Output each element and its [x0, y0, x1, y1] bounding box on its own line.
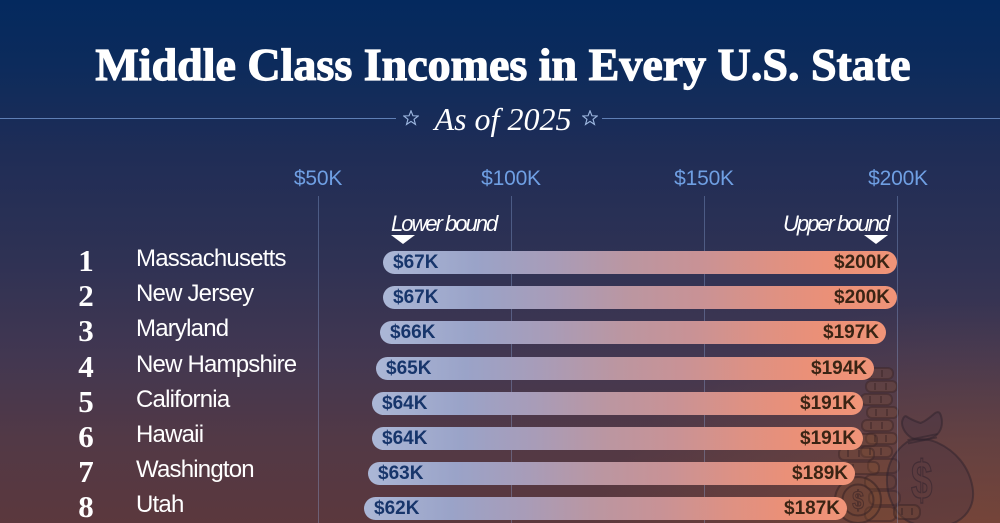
svg-text:$: $: [852, 486, 864, 515]
svg-text:$: $: [911, 450, 932, 511]
